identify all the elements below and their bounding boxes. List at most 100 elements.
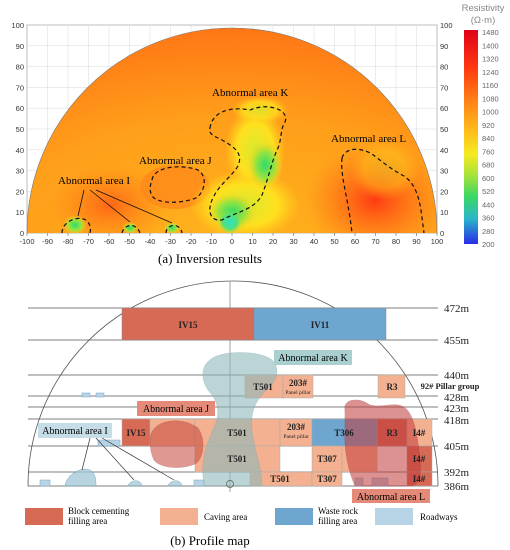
colorbar-tick-label: 1000 xyxy=(482,108,499,117)
x-tick-label: -60 xyxy=(104,237,115,246)
profile-panel: Abnormal area K Abnormal area J Abnormal… xyxy=(25,280,480,548)
elev-405: 405m xyxy=(444,441,470,453)
colorbar-tick-label: 920 xyxy=(482,121,495,130)
y-tick-label-left: 30 xyxy=(16,167,24,176)
block-iv15-top xyxy=(121,307,255,341)
elev-440: 440m xyxy=(444,370,470,382)
x-tick-label: 30 xyxy=(289,237,297,246)
label-area-k: Abnormal area K xyxy=(212,87,288,99)
label-area-i: Abnormal area I xyxy=(58,175,130,187)
label-t501-c: T501 xyxy=(227,454,247,464)
colorbar-tick-label: 280 xyxy=(482,227,495,236)
label-r3-a: R3 xyxy=(387,382,398,392)
colorbar-tick-label: 600 xyxy=(482,174,495,183)
y-tick-label-right: 20 xyxy=(440,187,448,196)
legend-caving: Caving area xyxy=(204,512,247,522)
legend-swatch-waste xyxy=(275,508,313,525)
colorbar-tick-label: 760 xyxy=(482,147,495,156)
label-i4-b: I4# xyxy=(413,454,426,464)
colorbar-unit: (Ω·m) xyxy=(471,15,496,26)
label-iv15-top: IV15 xyxy=(178,320,198,330)
label-iv11: IV11 xyxy=(311,320,330,330)
label-203-b-sub: Panel pillar xyxy=(283,434,308,440)
x-tick-label: -80 xyxy=(63,237,74,246)
profile-label-area-l: Abnormal area L xyxy=(357,492,425,503)
x-tick-label: -40 xyxy=(145,237,156,246)
x-tick-label: 50 xyxy=(330,237,338,246)
block-r3-a xyxy=(377,374,406,399)
colorbar-tick-label: 200 xyxy=(482,240,495,249)
label-bg-i xyxy=(38,423,112,438)
label-area-l: Abnormal area L xyxy=(331,133,406,145)
elev-392: 392m xyxy=(444,467,470,479)
colorbar-ticks: 1480 1400 1320 1240 1160 1080 1000 920 840 760 680… xyxy=(482,28,499,249)
x-tick-label: 100 xyxy=(431,237,444,246)
y-tick-label-left: 100 xyxy=(11,21,24,30)
y-tick-label-right: 30 xyxy=(440,167,448,176)
label-t501-b: T501 xyxy=(227,428,247,438)
block-t307-a xyxy=(311,445,343,473)
y-tick-label-right: 10 xyxy=(440,208,448,217)
inversion-panel: Abnormal area K Abnormal area J Abnormal… xyxy=(11,3,504,266)
caption-b: (b) Profile map xyxy=(170,533,249,548)
colorbar-gradient xyxy=(464,30,478,244)
y-tick-label-right: 80 xyxy=(440,63,448,72)
area-i-pointers xyxy=(77,189,173,224)
y-tick-label-right: 100 xyxy=(440,21,453,30)
block-203-a xyxy=(282,374,314,399)
block-203-b xyxy=(279,418,313,447)
legend-roadways: Roadways xyxy=(420,512,458,522)
label-t501-a: T501 xyxy=(253,382,273,392)
x-tick-label: -100 xyxy=(19,237,34,246)
block-iv11 xyxy=(253,307,387,341)
label-bg-j xyxy=(137,401,215,416)
y-tick-label-right: 0 xyxy=(440,229,444,238)
contour-l-left xyxy=(341,157,353,234)
label-203-a: 203# xyxy=(289,378,308,388)
elev-428: 428m xyxy=(444,392,470,404)
y-tick-label-left: 10 xyxy=(16,208,24,217)
label-t307-b: T307 xyxy=(317,474,337,484)
elevation-labels: 472m 455m 440m 428m 423m 418m 405m 392m … xyxy=(444,303,470,493)
y-axis-ticks-right: 0 10 20 30 40 50 60 70 80 90 100 xyxy=(440,21,453,238)
y-tick-label-left: 0 xyxy=(20,229,24,238)
colorbar-tick-label: 840 xyxy=(482,134,495,143)
x-tick-label: 10 xyxy=(248,237,256,246)
y-tick-label-left: 20 xyxy=(16,187,24,196)
center-marker xyxy=(226,480,234,488)
profile-label-area-i: Abnormal area I xyxy=(42,426,108,437)
elev-472: 472m xyxy=(444,303,470,315)
colorbar-tick-label: 1080 xyxy=(482,94,499,103)
colorbar-tick-label: 1320 xyxy=(482,55,499,64)
y-tick-label-left: 80 xyxy=(16,63,24,72)
x-tick-label: -30 xyxy=(165,237,176,246)
x-tick-label: 80 xyxy=(392,237,400,246)
block-t307-b xyxy=(311,471,343,487)
y-tick-label-right: 60 xyxy=(440,104,448,113)
colorbar-tick-label: 1400 xyxy=(482,41,499,50)
x-tick-label: 70 xyxy=(371,237,379,246)
legend-swatch-block xyxy=(25,508,63,525)
label-203-b: 203# xyxy=(287,422,306,432)
colorbar-tick-label: 1240 xyxy=(482,68,499,77)
y-tick-label-right: 40 xyxy=(440,146,448,155)
y-axis-ticks-left: 0 10 20 30 40 50 60 70 80 90 100 xyxy=(11,21,24,238)
legend-waste-line1: Waste rock xyxy=(318,506,359,516)
label-t306: T306 xyxy=(334,428,354,438)
y-tick-label-left: 40 xyxy=(16,146,24,155)
x-tick-label: 0 xyxy=(230,237,234,246)
y-tick-label-left: 60 xyxy=(16,104,24,113)
x-tick-label: 40 xyxy=(310,237,318,246)
y-tick-label-right: 90 xyxy=(440,42,448,51)
x-tick-label: -10 xyxy=(206,237,217,246)
profile-label-area-j: Abnormal area J xyxy=(143,404,209,415)
x-tick-label: 20 xyxy=(269,237,277,246)
label-t501-d: T501 xyxy=(270,474,290,484)
label-iv15-left: IV15 xyxy=(126,428,146,438)
abnormal-shape-j xyxy=(149,420,204,468)
semicircle-boundary xyxy=(26,27,438,234)
elev-455: 455m xyxy=(444,335,470,347)
legend-block-line2: filling area xyxy=(68,516,107,526)
label-area-j: Abnormal area J xyxy=(139,155,212,167)
